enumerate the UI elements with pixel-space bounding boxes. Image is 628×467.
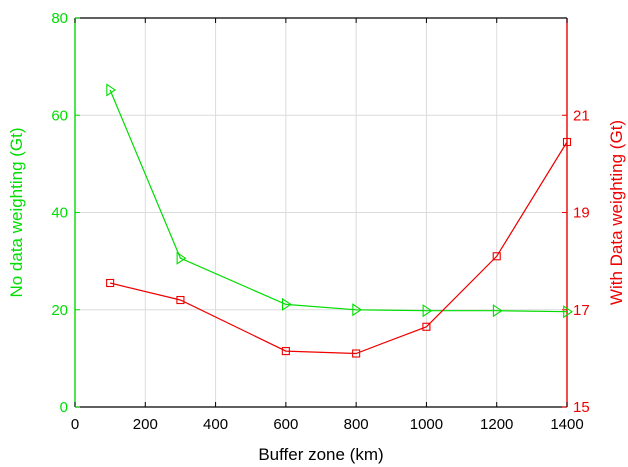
x-tick-label: 0: [71, 416, 79, 433]
x-tick-label: 400: [203, 416, 228, 433]
data-point-square: [106, 278, 115, 288]
left-y-tick-label: 20: [51, 302, 68, 319]
x-tick-label: 1200: [480, 416, 513, 433]
data-point-triangle: [492, 304, 503, 318]
left-y-axis-title: No data weighting (Gt): [7, 127, 26, 297]
right-y-tick-label: 17: [573, 302, 590, 319]
data-point-square: [176, 295, 185, 305]
data-point-triangle: [176, 251, 187, 265]
left-y-tick-label: 0: [60, 399, 68, 416]
data-point-square: [492, 252, 501, 261]
series-line-left: [109, 89, 568, 313]
data-point-triangle: [422, 304, 433, 318]
right-y-tick-label: 15: [573, 399, 590, 416]
x-tick-label: 1400: [550, 416, 583, 433]
data-point-square: [281, 347, 290, 356]
x-axis-title: Buffer zone (km): [258, 445, 383, 464]
axes: [74, 17, 568, 408]
data-point-triangle: [282, 297, 292, 311]
right-y-axis-title: With Data weighting (Gt): [607, 120, 626, 305]
left-y-tick-label: 80: [51, 10, 68, 27]
left-y-tick-label: 40: [51, 205, 68, 222]
x-tick-label: 800: [344, 416, 369, 433]
series-layer: [106, 83, 573, 358]
data-point-triangle: [106, 83, 117, 97]
right-y-tick-label: 21: [573, 107, 590, 124]
right-y-tick-label: 19: [573, 205, 590, 222]
data-point-square: [422, 322, 431, 331]
x-tick-label: 200: [133, 416, 158, 433]
left-y-tick-label: 60: [51, 107, 68, 124]
data-point-triangle: [352, 303, 363, 317]
series-line-right: [109, 141, 568, 355]
data-point-triangle: [563, 305, 573, 319]
data-point-square: [352, 349, 361, 358]
x-tick-label: 1000: [410, 416, 443, 433]
gridlines: [75, 18, 567, 407]
data-point-square: [562, 137, 572, 147]
x-tick-label: 600: [273, 416, 298, 433]
tick-labels: 0 200 400 600 800 1000 1200 1400 0 20 40 60 80 15 17 19…: [51, 10, 589, 433]
